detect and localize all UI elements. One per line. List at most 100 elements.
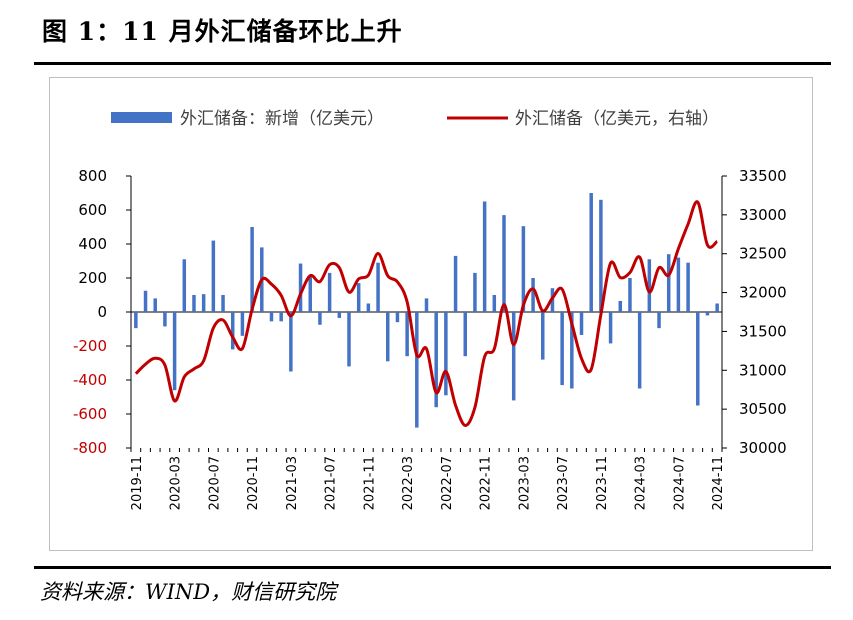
bar <box>473 272 477 312</box>
bar <box>308 276 312 312</box>
bar <box>511 312 516 401</box>
bar <box>463 312 467 357</box>
bar <box>405 312 409 357</box>
x-tick-label: 2019-11 <box>130 456 145 510</box>
left-tick-label: -200 <box>73 337 107 355</box>
x-tick-label: 2022-07 <box>440 456 455 510</box>
bar <box>666 254 671 312</box>
bar <box>415 312 419 428</box>
bar <box>657 312 661 329</box>
x-tick-label: 2020-07 <box>207 456 222 510</box>
left-tick-label: 600 <box>78 201 107 219</box>
bar <box>492 295 497 312</box>
x-tick-label: 2022-03 <box>401 456 416 510</box>
source-note: 资料来源：WIND，财信研究院 <box>40 580 337 604</box>
bar <box>618 300 623 312</box>
chart-panel <box>49 77 813 551</box>
left-tick-label: -400 <box>73 371 107 389</box>
bar <box>628 278 632 312</box>
bar <box>337 312 342 318</box>
x-tick-label: 2023-07 <box>556 456 571 510</box>
x-tick-label: 2021-07 <box>324 456 339 510</box>
x-tick-label: 2022-11 <box>479 456 494 510</box>
bar <box>153 298 157 312</box>
bar <box>201 294 206 312</box>
bar <box>172 312 177 391</box>
top-rule <box>34 62 831 65</box>
figure-title: 图 1：11 月外汇储备环比上升 <box>42 17 403 46</box>
right-tick-label: 33500 <box>739 167 787 185</box>
bar <box>424 298 429 312</box>
bar <box>386 312 390 362</box>
bar <box>482 201 487 312</box>
legend: 外汇储备：新增（亿美元） 外汇储备（亿美元，右轴） <box>111 109 719 129</box>
bar <box>211 240 216 312</box>
right-tick-label: 30500 <box>739 400 787 418</box>
bar <box>599 199 603 312</box>
bar <box>560 312 564 386</box>
bar <box>453 255 458 312</box>
bar <box>705 312 710 316</box>
bar <box>531 278 535 312</box>
bar <box>143 290 148 312</box>
bar <box>637 312 642 389</box>
bar <box>444 312 448 396</box>
bar <box>279 312 283 322</box>
right-tick-label: 32500 <box>739 245 787 263</box>
right-tick-label: 31500 <box>739 322 787 340</box>
bar <box>521 226 526 312</box>
x-tick-label: 2023-03 <box>517 456 532 510</box>
bar <box>696 312 700 406</box>
bar <box>163 312 167 327</box>
bar <box>647 259 652 312</box>
bar <box>502 215 506 312</box>
bar <box>579 312 584 335</box>
bar <box>289 312 293 372</box>
bar <box>269 312 274 322</box>
x-tick-label: 2021-03 <box>285 456 300 510</box>
bar <box>376 262 380 312</box>
legend-label-line: 外汇储备（亿美元，右轴） <box>515 109 719 129</box>
bar <box>192 295 196 312</box>
x-tick-label: 2020-11 <box>246 456 261 510</box>
bar <box>715 303 719 312</box>
x-tick-label: 2024-07 <box>672 456 687 510</box>
bar <box>250 227 254 312</box>
right-tick-label: 32000 <box>739 284 787 302</box>
x-tick-label: 2024-11 <box>711 456 726 510</box>
bar <box>134 312 138 329</box>
right-tick-label: 31000 <box>739 361 787 379</box>
bar <box>608 312 613 344</box>
bar <box>541 312 545 360</box>
bar <box>356 283 361 312</box>
x-tick-label: 2021-11 <box>362 456 377 510</box>
x-tick-label: 2020-03 <box>169 456 184 510</box>
bar <box>298 263 303 312</box>
bar <box>366 303 371 312</box>
reserves-line <box>134 200 719 427</box>
bar <box>570 312 574 389</box>
bar <box>589 193 593 312</box>
right-tick-label: 30000 <box>739 439 787 457</box>
left-tick-label: 0 <box>97 303 107 321</box>
left-tick-label: -800 <box>73 439 107 457</box>
bar <box>182 259 187 312</box>
right-tick-label: 33000 <box>739 206 787 224</box>
bar <box>347 312 351 367</box>
bar <box>686 262 690 312</box>
left-tick-label: 800 <box>78 167 107 185</box>
bar <box>676 257 681 312</box>
x-tick-label: 2024-03 <box>634 456 649 510</box>
left-tick-label: 200 <box>78 269 107 287</box>
left-tick-label: -600 <box>73 405 107 423</box>
bottom-rule <box>34 566 831 569</box>
left-tick-label: 400 <box>78 235 107 253</box>
bar <box>318 312 322 325</box>
bar <box>327 272 332 312</box>
bar <box>230 312 235 350</box>
bar <box>434 312 438 408</box>
legend-swatch-bar <box>111 112 172 123</box>
bar <box>221 295 225 312</box>
x-tick-label: 2023-11 <box>595 456 610 510</box>
